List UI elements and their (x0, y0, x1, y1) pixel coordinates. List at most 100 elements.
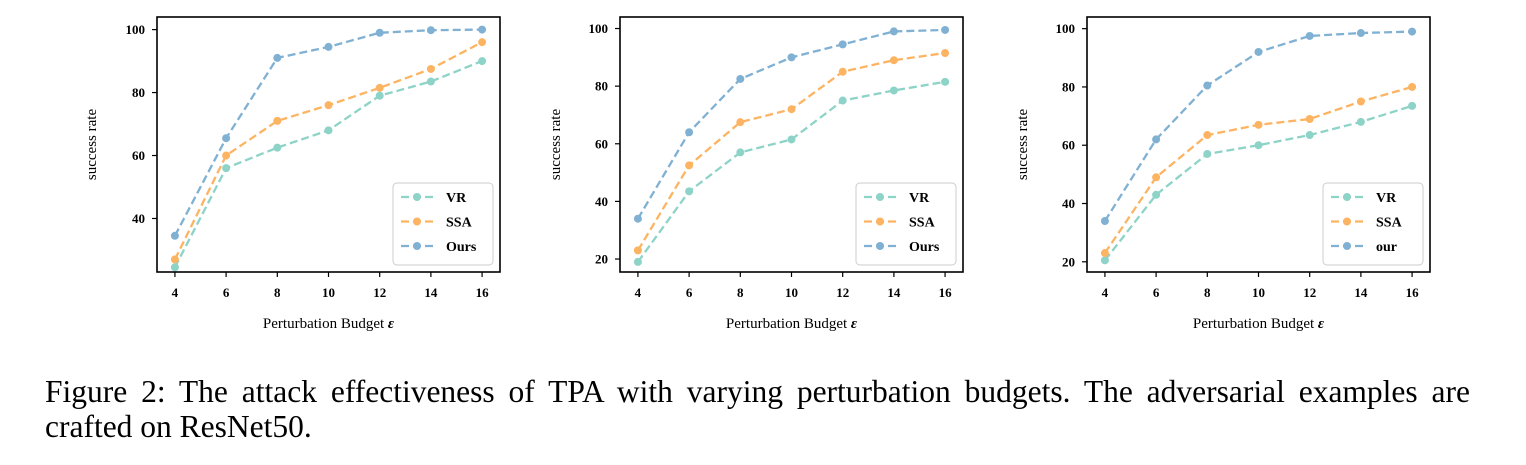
data-point-ssa-6 (685, 161, 694, 170)
data-point-ours-12 (375, 28, 384, 37)
x-tick-label: 6 (1153, 285, 1160, 300)
data-point-vr-4 (170, 263, 179, 272)
data-point-ssa-16 (478, 38, 487, 47)
epsilon-symbol: ε (1318, 316, 1325, 332)
x-tick-label: 8 (274, 285, 281, 300)
data-point-ours-14 (426, 26, 435, 35)
data-point-ssa-12 (838, 67, 847, 76)
x-tick-label: 4 (635, 285, 642, 300)
data-point-ours-8 (273, 53, 282, 62)
x-tick-label: 16 (476, 285, 490, 300)
data-point-ssa-6 (1152, 173, 1161, 182)
data-point-our-4 (1100, 217, 1109, 225)
data-point-ssa-14 (1356, 97, 1365, 106)
data-point-vr-10 (324, 126, 333, 135)
epsilon-symbol: ε (388, 316, 395, 332)
legend: VR SSA Ours (392, 182, 494, 266)
legend-marker-vr (876, 193, 884, 201)
legend-box (392, 182, 494, 266)
x-tick-label: 14 (424, 285, 438, 300)
x-tick-label: 4 (172, 285, 179, 300)
y-tick-label: 80 (1062, 79, 1075, 94)
legend-label-vr: VR (1376, 191, 1397, 206)
legend-box (855, 182, 957, 266)
y-axis-label: success rate (548, 109, 564, 181)
data-point-our-16 (1408, 27, 1417, 36)
data-point-ours-10 (324, 42, 333, 51)
y-tick-label: 60 (1062, 138, 1075, 153)
legend: VR SSA Ours (855, 182, 957, 266)
legend-marker-ssa (413, 217, 421, 226)
legend-marker-ours (413, 242, 421, 250)
data-point-ssa-16 (1408, 82, 1417, 91)
x-axis-label: Perturbation Budget ε (263, 316, 395, 332)
data-point-our-8 (1203, 81, 1212, 90)
x-tick-label: 16 (1406, 285, 1420, 300)
data-point-our-12 (1305, 31, 1314, 40)
y-tick-label: 100 (126, 22, 146, 37)
chart-1: 4 6 8 10 12 14 16 40 60 80 100 Perturbation Budget … (84, 16, 501, 332)
x-tick-label: 12 (836, 285, 849, 300)
data-point-ssa-12 (1305, 115, 1314, 123)
x-tick-label: 6 (223, 285, 230, 300)
y-axis-label: success rate (84, 109, 100, 181)
data-point-ssa-8 (1203, 131, 1212, 140)
x-axis-label-text: Perturbation Budget (263, 316, 388, 332)
x-axis-label-text: Perturbation Budget (726, 316, 851, 332)
data-point-vr-12 (838, 96, 847, 105)
data-point-vr-12 (1305, 131, 1314, 140)
data-point-ours-10 (787, 53, 796, 62)
legend: VR SSA our (1322, 182, 1424, 266)
data-point-vr-6 (685, 187, 694, 196)
y-tick-label: 80 (132, 85, 145, 100)
data-point-ssa-4 (633, 246, 642, 255)
legend-label-vr: VR (446, 191, 467, 206)
data-point-ssa-14 (426, 64, 435, 73)
data-point-ours-6 (685, 128, 694, 137)
legend-label-our: our (1376, 240, 1397, 255)
x-tick-label: 6 (686, 285, 693, 300)
x-axis-label: Perturbation Budget ε (1193, 316, 1325, 332)
data-point-ours-8 (736, 74, 745, 83)
data-point-vr-12 (375, 91, 384, 100)
x-tick-label: 8 (1204, 285, 1211, 300)
data-point-ours-12 (838, 40, 847, 49)
data-point-ssa-8 (736, 118, 745, 127)
data-point-ssa-10 (1254, 120, 1263, 129)
y-tick-label: 100 (589, 21, 609, 36)
x-tick-label: 4 (1102, 285, 1109, 300)
data-point-ssa-4 (170, 255, 179, 264)
data-point-vr-4 (1100, 256, 1109, 265)
figure-2: 4 6 8 10 12 14 16 40 60 80 100 Perturbation Budget … (84, 16, 1431, 332)
y-tick-label: 100 (1056, 21, 1076, 36)
data-point-vr-16 (478, 57, 487, 66)
legend-label-ssa: SSA (1376, 216, 1403, 231)
y-tick-label: 60 (132, 148, 145, 163)
data-point-vr-16 (941, 77, 950, 86)
legend-marker-our (1343, 242, 1351, 250)
x-tick-label: 16 (939, 285, 953, 300)
legend-marker-ssa (1343, 217, 1351, 226)
data-point-ssa-4 (1100, 249, 1109, 258)
legend-marker-vr (1343, 193, 1351, 201)
y-tick-label: 20 (1062, 254, 1075, 269)
data-point-vr-8 (273, 143, 282, 152)
x-tick-label: 12 (373, 285, 386, 300)
data-point-vr-4 (633, 257, 642, 266)
x-tick-label: 14 (887, 285, 901, 300)
data-point-vr-10 (787, 135, 796, 144)
figure-caption: Figure 2: The attack effectiveness of TP… (45, 374, 1470, 444)
legend-box (1322, 182, 1424, 266)
data-point-vr-6 (222, 164, 231, 173)
data-point-ssa-16 (941, 49, 950, 58)
legend-label-ssa: SSA (446, 216, 473, 231)
legend-marker-vr (413, 193, 421, 201)
epsilon-symbol: ε (851, 316, 858, 332)
data-point-ssa-14 (889, 56, 898, 65)
legend-marker-ssa (876, 217, 884, 226)
data-point-our-6 (1152, 135, 1161, 144)
data-point-vr-8 (1203, 149, 1212, 158)
x-axis-label: Perturbation Budget ε (726, 316, 858, 332)
y-tick-label: 40 (595, 194, 608, 209)
x-tick-label: 8 (737, 285, 744, 300)
